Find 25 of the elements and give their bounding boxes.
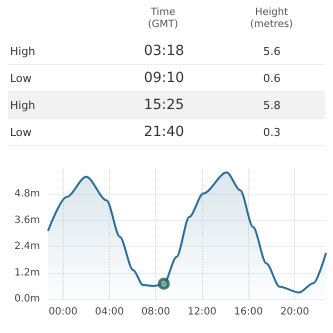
text: 03:18 <box>142 43 186 59</box>
y-tick-label: 0.0m <box>14 294 40 304</box>
y-tick-label: 1.2m <box>14 267 40 278</box>
text: 21:40 <box>142 124 186 140</box>
text: 0.6 <box>262 72 282 84</box>
text: 09:10 <box>142 70 186 86</box>
text: Height (metres) <box>249 7 294 31</box>
y-tick-label: 3.6m <box>14 214 40 226</box>
text: 5.6 <box>262 44 282 58</box>
x-tick-label: 00:00 <box>48 306 78 318</box>
x-tick-label: 04:00 <box>94 306 124 318</box>
x-tick-label: 16:00 <box>234 306 263 318</box>
y-tick-label: 4.8m <box>14 188 40 200</box>
text: 0.3 <box>262 126 282 138</box>
x-tick-label: 08:00 <box>141 306 170 318</box>
text: Time (GMT) <box>146 7 180 31</box>
text: 5.8 <box>262 98 282 112</box>
text: Low <box>9 72 33 84</box>
text: High <box>9 44 36 58</box>
text: Low <box>9 126 33 138</box>
text: High <box>9 98 36 112</box>
y-tick-label: 2.4m <box>14 241 40 252</box>
text: 15:25 <box>142 97 186 113</box>
x-tick-label: 12:00 <box>188 306 216 318</box>
x-tick-label: 20:00 <box>280 306 310 318</box>
